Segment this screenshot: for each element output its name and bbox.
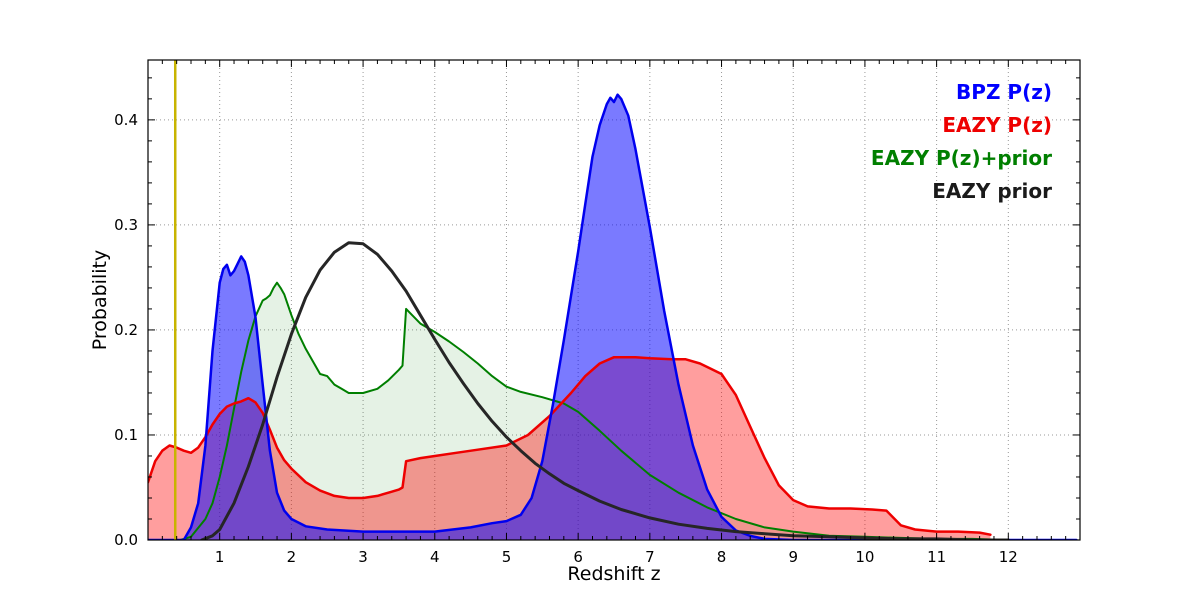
axes-frame: [147, 59, 1081, 541]
y-tick-label: 0.0: [114, 531, 138, 549]
legend-entry-1: BPZ P(z): [956, 80, 1052, 104]
legend-entry-4: EAZY prior: [932, 179, 1052, 203]
y-tick-label: 0.4: [114, 111, 138, 129]
x-tick-label: 10: [855, 548, 874, 566]
area-fill: [180, 282, 1009, 540]
tick-labels: 1 2 3 4 5 6 7 8 9 10 11 120.00.10.20.30.4: [114, 111, 1018, 566]
y-tick-label: 0.3: [114, 216, 138, 234]
x-axis-label: Redshift z: [567, 563, 660, 585]
x-tick-label: 11: [927, 548, 946, 566]
x-tick-label: 5: [502, 548, 512, 566]
x-tick-label: 1: [215, 548, 225, 566]
ticks: [148, 60, 1080, 541]
x-tick-label: 8: [717, 548, 727, 566]
curve-line: [148, 355, 992, 536]
y-axis-label: Probability: [89, 250, 111, 350]
series-layer: [148, 60, 1078, 540]
curve-line: [179, 281, 1010, 540]
x-tick-label: 7: [645, 548, 655, 566]
x-tick-label: 2: [287, 548, 297, 566]
x-tick-label: 12: [999, 548, 1018, 566]
legend-entry-3: EAZY P(z)+prior: [870, 146, 1052, 170]
legend-entry-2: EAZY P(z): [942, 113, 1052, 137]
legend: BPZ P(z) EAZY P(z) EAZY P(z)+prior EAZY pri…: [871, 76, 1052, 208]
x-tick-label: 9: [788, 548, 798, 566]
y-tick-label: 0.2: [114, 321, 138, 339]
area-fill: [148, 94, 1077, 540]
x-tick-label: 4: [430, 548, 440, 566]
plot-area: 1 2 3 4 5 6 7 8 9 10 11 120.00.10.20.30.4: [114, 59, 1081, 566]
curve-line: [200, 241, 1010, 540]
x-tick-label: 6: [573, 548, 583, 566]
x-tick-label: 3: [358, 548, 368, 566]
y-tick-label: 0.1: [114, 426, 138, 444]
curve-line: [148, 93, 1078, 540]
